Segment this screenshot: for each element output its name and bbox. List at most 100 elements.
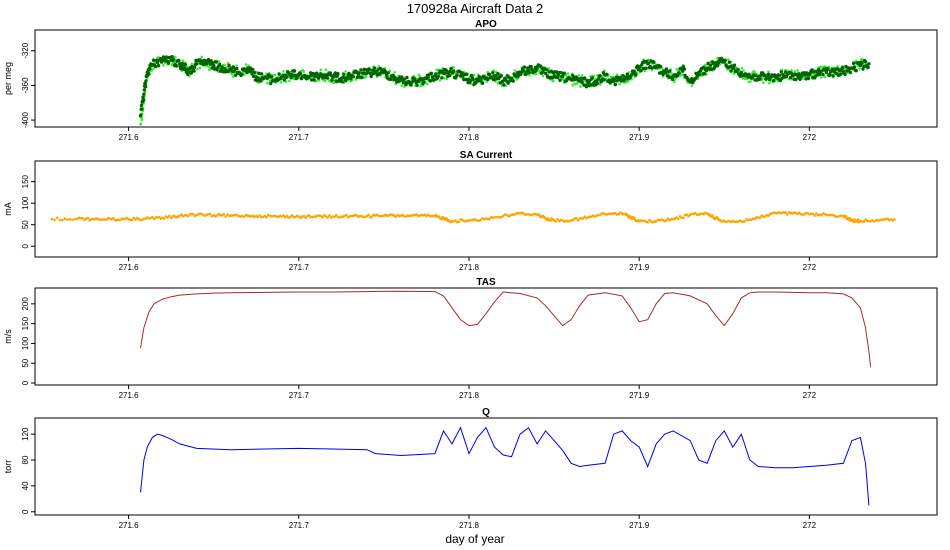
data-point-sa-current: [811, 212, 815, 216]
data-point-apo: [650, 66, 654, 70]
y-tick-label-tas: 150: [21, 316, 30, 330]
data-point-apo: [817, 72, 822, 77]
data-point-apo: [449, 66, 453, 71]
data-point-apo: [690, 84, 694, 87]
y-tick-label-q: 40: [21, 481, 30, 490]
data-point-apo: [174, 64, 178, 68]
data-point-apo: [153, 64, 158, 69]
data-point-apo: [419, 84, 422, 88]
data-point-apo: [170, 55, 174, 59]
data-point-apo: [208, 68, 211, 72]
data-point-apo: [526, 68, 531, 72]
data-point-apo: [207, 65, 210, 69]
data-point-apo: [212, 67, 217, 71]
data-point-apo: [486, 77, 490, 82]
x-tick-label-apo: 272: [803, 133, 817, 142]
data-point-sa-current: [646, 221, 649, 224]
y-tick-label-sa-current: 150: [21, 174, 30, 188]
data-point-apo: [234, 73, 238, 77]
data-point-apo: [502, 83, 506, 87]
data-point-apo: [235, 64, 238, 67]
data-point-sa-current: [479, 218, 483, 222]
x-tick-label-sa-current: 271.6: [119, 263, 140, 272]
data-point-sa-current: [282, 214, 285, 217]
data-point-apo: [140, 107, 144, 111]
data-point-apo: [324, 68, 328, 71]
data-point-apo: [388, 69, 392, 73]
x-tick-label-q: 271.6: [119, 521, 140, 530]
data-point-apo: [142, 92, 146, 96]
data-point-sa-current: [814, 212, 818, 215]
data-point-apo: [731, 66, 736, 70]
data-point-apo: [615, 73, 619, 76]
data-point-apo: [663, 71, 668, 75]
data-point-apo: [839, 72, 843, 76]
data-point-sa-current: [168, 214, 171, 218]
data-point-apo: [279, 81, 283, 84]
data-point-apo: [658, 64, 663, 69]
data-point-sa-current: [118, 219, 122, 222]
data-point-apo: [736, 67, 740, 72]
x-tick-label-apo: 271.6: [119, 133, 140, 142]
data-point-apo: [491, 71, 495, 75]
data-point-apo: [862, 64, 866, 69]
data-point-apo: [257, 71, 261, 76]
data-point-apo: [386, 71, 390, 75]
data-point-apo: [854, 69, 858, 73]
data-point-apo: [443, 77, 446, 80]
data-point-apo: [452, 69, 456, 73]
data-point-sa-current: [333, 215, 336, 219]
data-point-apo: [418, 74, 421, 78]
data-point-sa-current: [678, 215, 682, 218]
data-point-sa-current: [571, 218, 575, 222]
data-point-apo: [521, 69, 526, 73]
data-point-sa-current: [426, 213, 430, 216]
data-point-apo: [429, 71, 434, 76]
data-point-sa-current: [290, 214, 294, 217]
data-point-apo: [141, 98, 146, 102]
data-point-apo: [139, 103, 144, 108]
data-point-apo: [231, 72, 234, 76]
data-point-sa-current: [186, 214, 190, 218]
data-point-sa-current: [581, 217, 585, 220]
data-point-apo: [409, 83, 413, 87]
data-point-apo: [477, 74, 481, 79]
data-point-apo: [458, 74, 463, 78]
data-point-apo: [583, 76, 587, 80]
data-point-apo: [783, 70, 788, 74]
data-point-apo: [277, 72, 281, 76]
data-point-sa-current: [862, 220, 866, 223]
data-point-apo: [613, 82, 617, 87]
data-point-apo: [501, 79, 505, 83]
data-point-apo: [190, 62, 194, 66]
data-point-sa-current: [345, 213, 348, 217]
data-point-sa-current: [556, 218, 559, 221]
data-point-apo: [143, 82, 147, 86]
panel-frame-sa-current: [34, 160, 938, 258]
data-point-apo: [766, 72, 771, 77]
data-point-apo: [192, 65, 197, 70]
data-point-apo: [480, 81, 485, 85]
data-point-apo: [426, 82, 429, 86]
data-point-apo: [727, 60, 732, 64]
panel-title-q: Q: [482, 407, 490, 418]
data-point-sa-current: [820, 214, 823, 217]
data-point-apo: [651, 60, 656, 64]
data-point-apo: [288, 79, 291, 83]
data-point-apo: [716, 56, 719, 60]
data-point-apo: [611, 75, 615, 78]
data-point-apo: [761, 77, 764, 80]
data-point-apo: [422, 80, 426, 84]
data-point-apo: [595, 81, 600, 86]
data-point-apo: [312, 78, 316, 82]
data-point-apo: [166, 61, 171, 65]
plot-area-tas: [140, 290, 872, 368]
data-point-apo: [824, 65, 827, 68]
data-point-apo: [148, 67, 152, 71]
data-point-apo: [455, 73, 459, 77]
data-point-apo: [708, 63, 713, 67]
data-point-apo: [180, 61, 184, 66]
data-point-sa-current: [758, 216, 762, 219]
y-tick-label-q: 0: [21, 509, 30, 514]
data-point-apo: [852, 65, 857, 69]
